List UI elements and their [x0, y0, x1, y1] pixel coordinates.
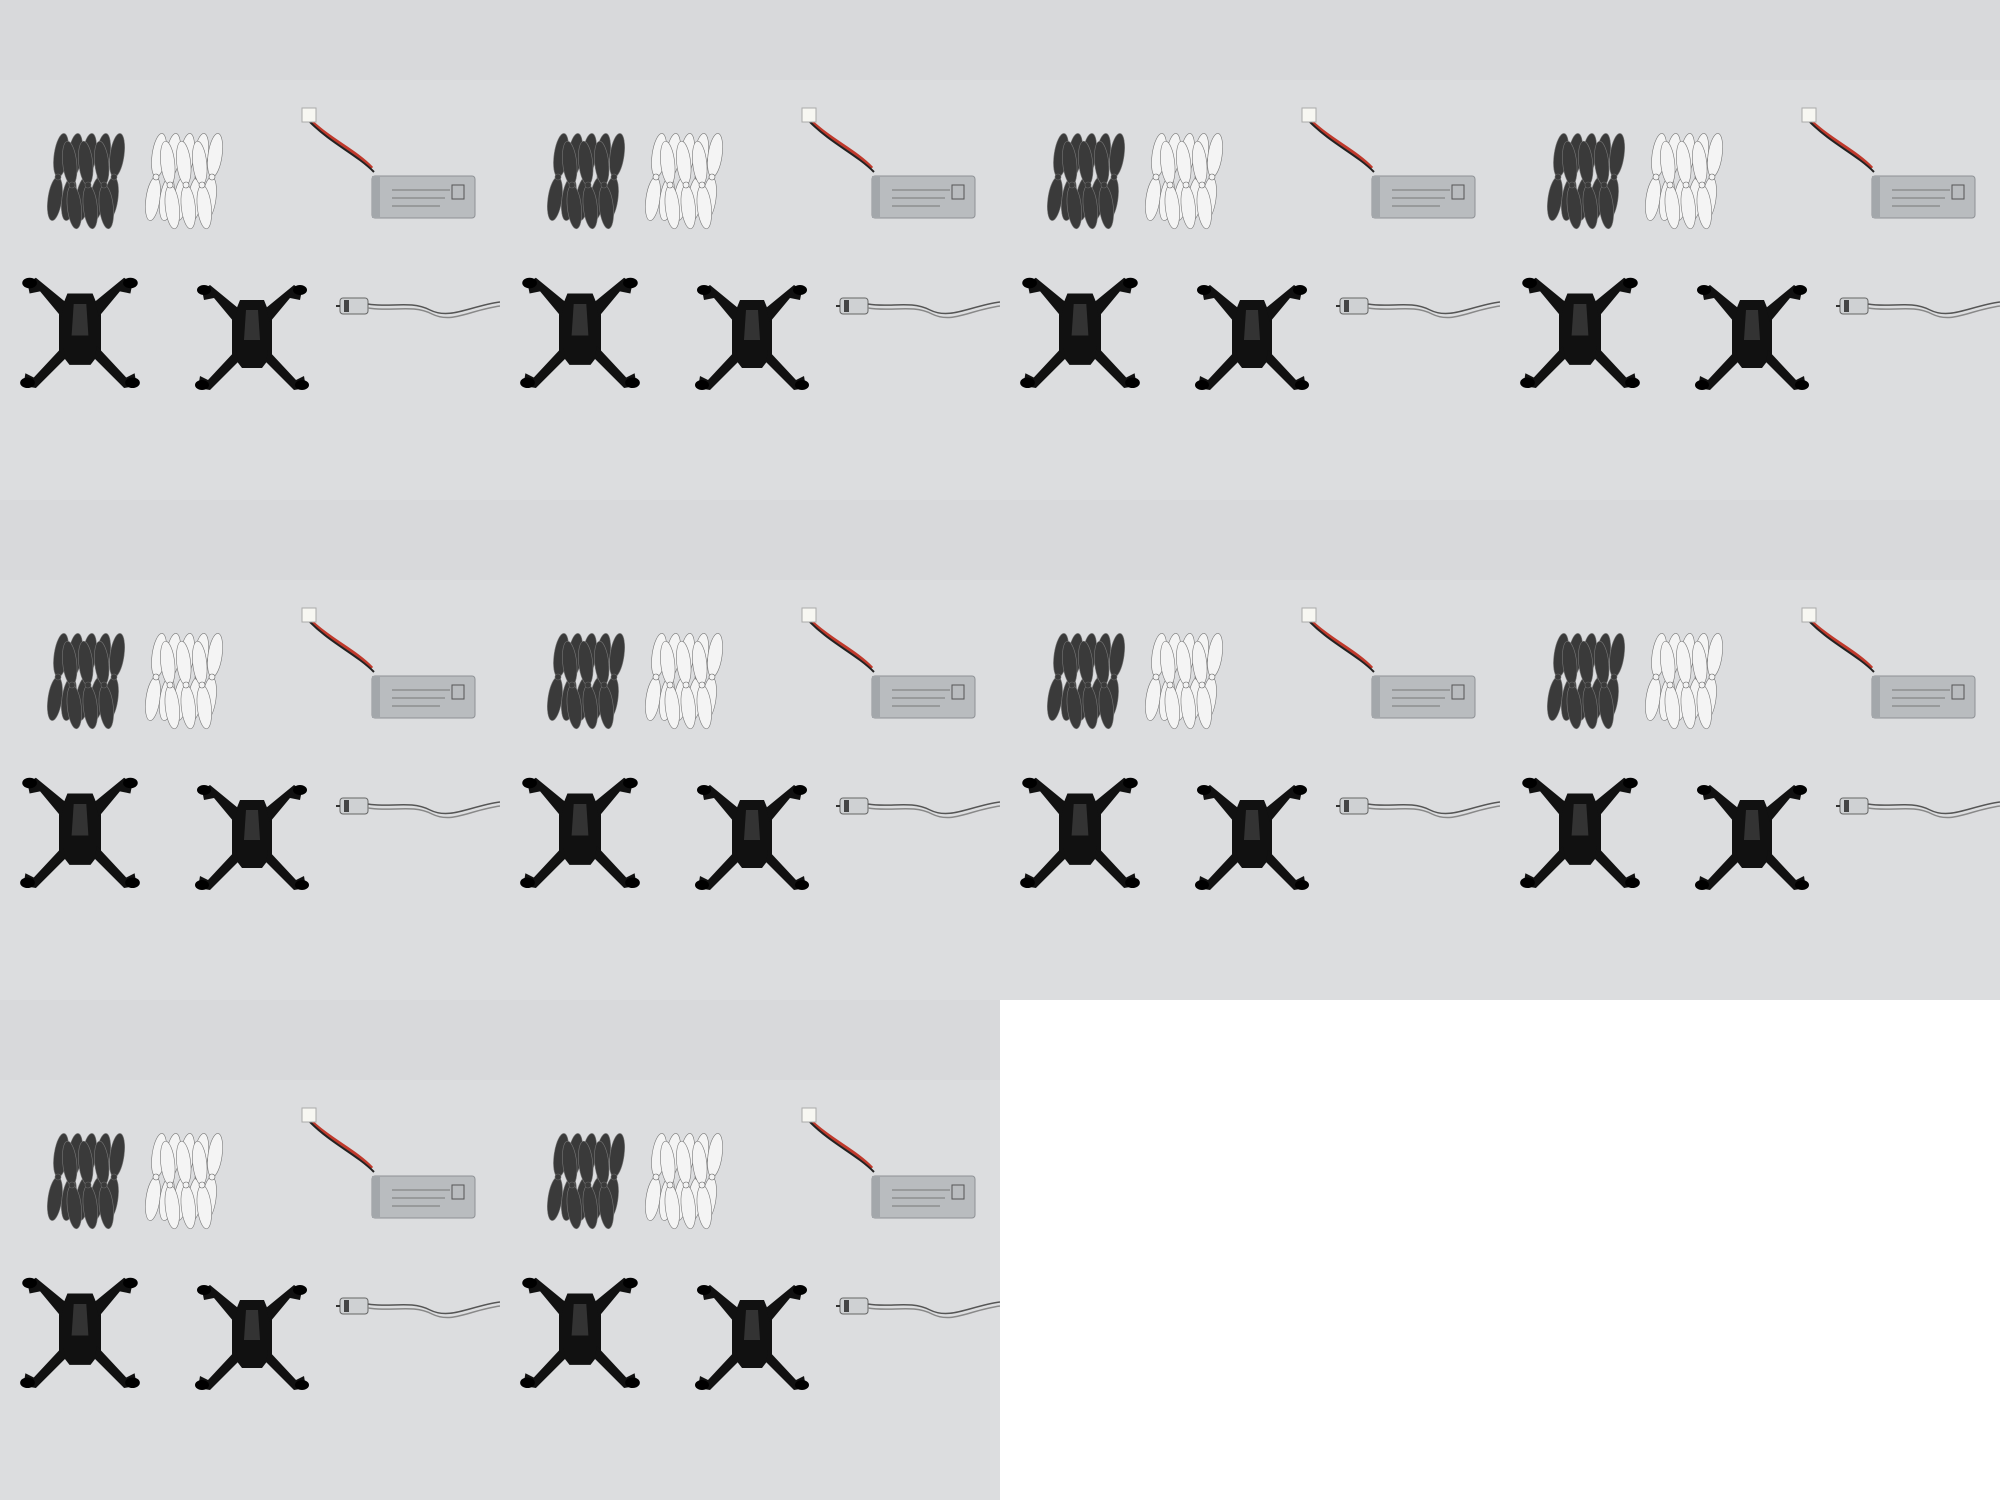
brushed-motor-icon [836, 1297, 1000, 1319]
drone-top-shell-icon [520, 277, 640, 388]
black-propellers-icon [1547, 133, 1625, 230]
drone-bottom-shell-icon [1695, 285, 1809, 390]
lipo-battery-icon [1801, 107, 1976, 219]
drone-bottom-shell-icon [695, 1285, 809, 1390]
black-propellers-icon [1047, 633, 1125, 730]
drone-bottom-shell-icon [1195, 785, 1309, 890]
brushed-motor-icon [1836, 297, 2000, 319]
white-propellers-icon [645, 633, 723, 730]
brushed-motor-icon [336, 297, 500, 319]
white-propellers-icon [1145, 133, 1223, 230]
drone-top-shell-icon [1520, 277, 1640, 388]
drone-top-shell-icon [520, 1277, 640, 1388]
white-propellers-icon [145, 633, 223, 730]
lipo-battery-icon [801, 607, 976, 719]
drone-bottom-shell-icon [695, 285, 809, 390]
white-propellers-icon [1645, 633, 1723, 730]
black-propellers-icon [547, 633, 625, 730]
product-photo-tile [1000, 0, 1500, 500]
white-propellers-icon [645, 133, 723, 230]
product-photo-tile [1500, 500, 2000, 1000]
lipo-battery-icon [801, 107, 976, 219]
lipo-battery-icon [1301, 607, 1476, 719]
product-photo-tile [500, 1000, 1000, 1500]
drone-bottom-shell-icon [695, 785, 809, 890]
product-photo-tile [1000, 500, 1500, 1000]
black-propellers-icon [47, 633, 125, 730]
white-propellers-icon [1145, 633, 1223, 730]
drone-top-shell-icon [20, 1277, 140, 1388]
white-propellers-icon [645, 1133, 723, 1230]
drone-bottom-shell-icon [195, 1285, 309, 1390]
lipo-battery-icon [301, 107, 476, 219]
product-photo-tile [500, 500, 1000, 1000]
brushed-motor-icon [336, 1297, 500, 1319]
product-photo-tile [0, 500, 500, 1000]
product-photo-tile [0, 1000, 500, 1500]
white-propellers-icon [145, 133, 223, 230]
drone-bottom-shell-icon [195, 285, 309, 390]
drone-bottom-shell-icon [1695, 785, 1809, 890]
black-propellers-icon [1547, 633, 1625, 730]
brushed-motor-icon [1836, 797, 2000, 819]
brushed-motor-icon [1336, 797, 1500, 819]
drone-top-shell-icon [1020, 277, 1140, 388]
product-photo-tile [0, 0, 500, 500]
product-photo-tile [500, 0, 1000, 500]
brushed-motor-icon [836, 797, 1000, 819]
lipo-battery-icon [301, 607, 476, 719]
brushed-motor-icon [336, 797, 500, 819]
drone-top-shell-icon [20, 277, 140, 388]
lipo-battery-icon [801, 1107, 976, 1219]
drone-top-shell-icon [20, 777, 140, 888]
white-propellers-icon [1645, 133, 1723, 230]
lipo-battery-icon [301, 1107, 476, 1219]
product-photo-tile [1500, 0, 2000, 500]
black-propellers-icon [1047, 133, 1125, 230]
lipo-battery-icon [1801, 607, 1976, 719]
drone-bottom-shell-icon [1195, 285, 1309, 390]
drone-top-shell-icon [520, 777, 640, 888]
drone-top-shell-icon [1520, 777, 1640, 888]
black-propellers-icon [547, 133, 625, 230]
white-propellers-icon [145, 1133, 223, 1230]
drone-top-shell-icon [1020, 777, 1140, 888]
lipo-battery-icon [1301, 107, 1476, 219]
brushed-motor-icon [836, 297, 1000, 319]
black-propellers-icon [547, 1133, 625, 1230]
brushed-motor-icon [1336, 297, 1500, 319]
black-propellers-icon [47, 1133, 125, 1230]
black-propellers-icon [47, 133, 125, 230]
drone-bottom-shell-icon [195, 785, 309, 890]
